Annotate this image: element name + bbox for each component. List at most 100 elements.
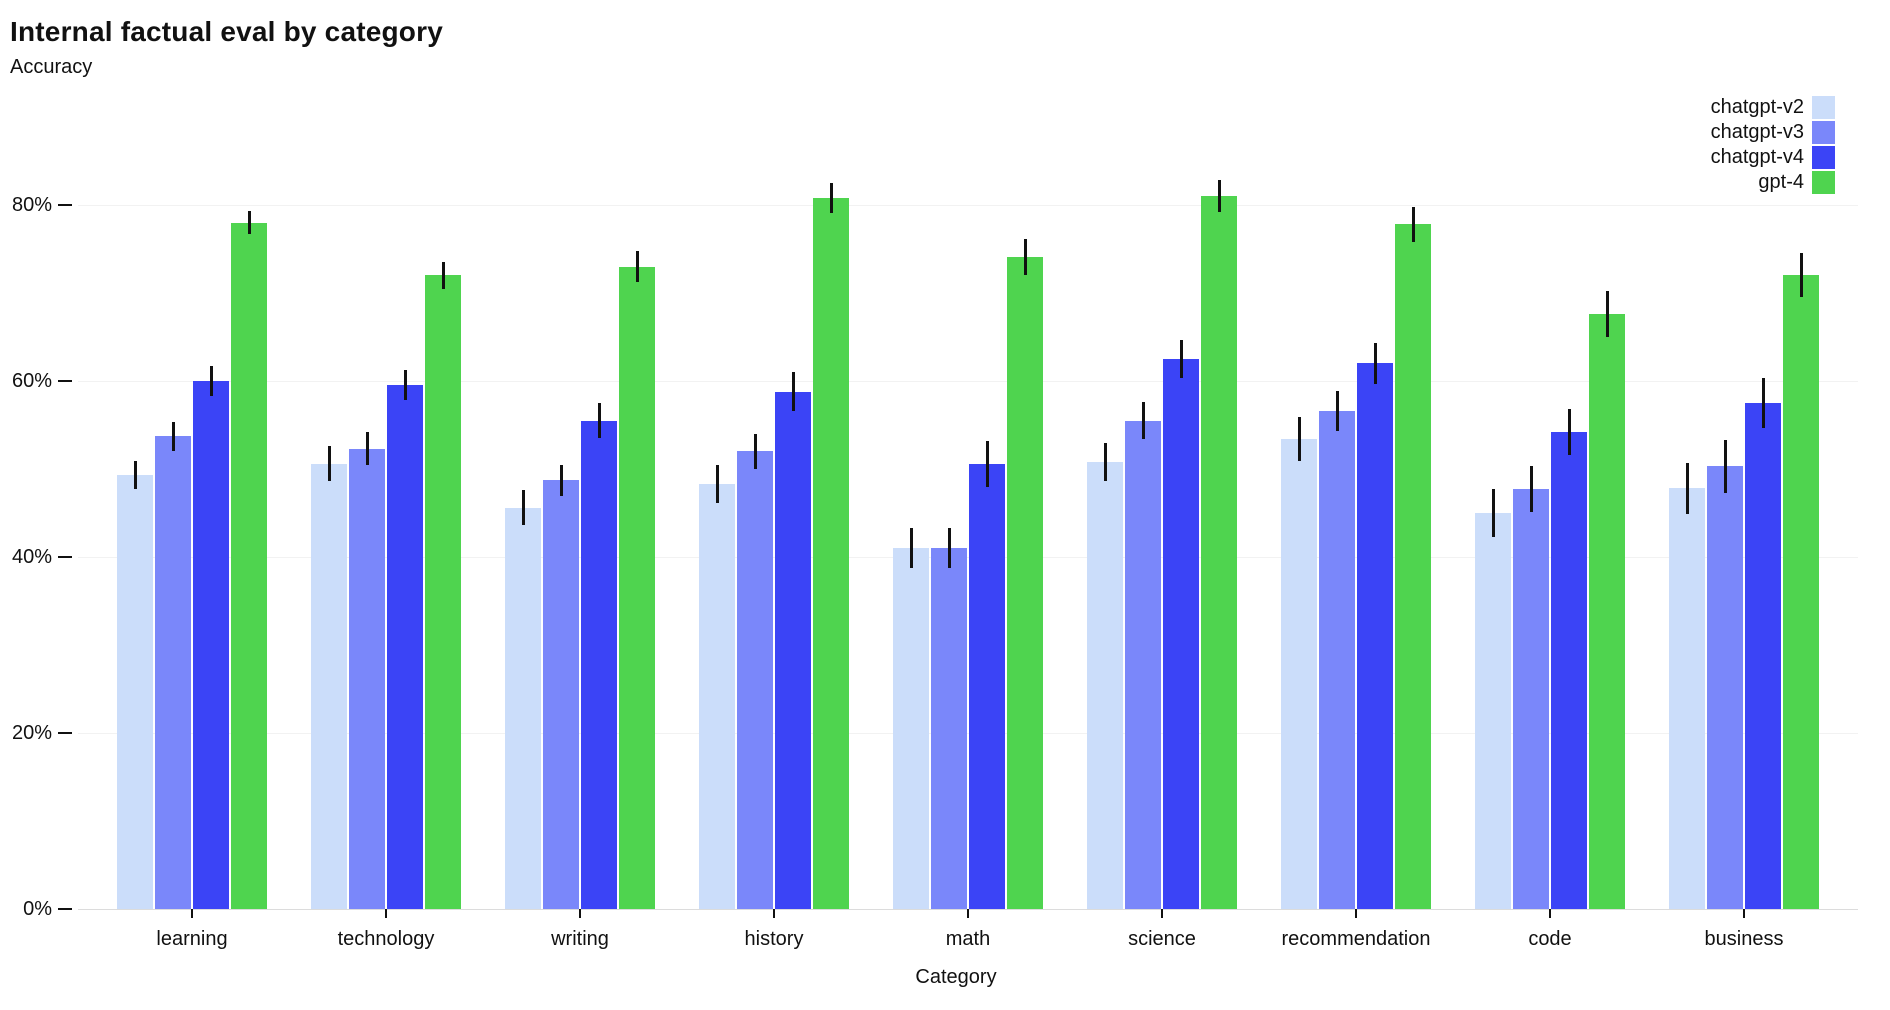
legend: chatgpt-v2 chatgpt-v3 chatgpt-v4 gpt-4 <box>1711 96 1835 196</box>
bar-gpt-4-math <box>1007 256 1043 909</box>
bar-chatgpt-v3-history <box>737 451 773 909</box>
y-tick-label: 0% <box>23 898 52 920</box>
y-axis-title: Accuracy <box>10 56 93 78</box>
error-bar-chatgpt-v2-writing <box>521 490 525 526</box>
x-category-label-science: science <box>1128 928 1196 950</box>
bar-chatgpt-v3-writing <box>543 480 579 909</box>
bar-chatgpt-v3-recommendation <box>1319 410 1355 909</box>
x-category-label-history: history <box>744 928 804 950</box>
legend-label-chatgpt-v2: chatgpt-v2 <box>1710 96 1804 118</box>
error-bar-chatgpt-v2-history <box>715 464 719 504</box>
bar-chatgpt-v2-recommendation <box>1281 439 1317 909</box>
bar-gpt-4-code <box>1589 314 1625 909</box>
x-axis-title: Category <box>915 966 997 988</box>
legend-row-chatgpt-v2: chatgpt-v2 <box>1711 96 1835 119</box>
bar-chatgpt-v3-math <box>931 548 967 909</box>
x-category-label-business: business <box>1704 928 1784 950</box>
error-bar-chatgpt-v4-recommendation <box>1373 343 1377 384</box>
bar-chatgpt-v4-code <box>1551 432 1587 909</box>
error-bar-gpt-4-recommendation <box>1411 206 1415 242</box>
x-tick-mark <box>967 909 969 918</box>
chart-title: Internal factual eval by category <box>10 16 443 47</box>
legend-row-gpt-4: gpt-4 <box>1711 171 1835 194</box>
error-bar-chatgpt-v2-math <box>909 527 913 569</box>
bar-chatgpt-v2-business <box>1669 488 1705 909</box>
error-bar-chatgpt-v4-science <box>1179 339 1183 379</box>
bar-chatgpt-v4-science <box>1163 359 1199 909</box>
gridline-80 <box>78 204 1858 206</box>
x-tick-mark <box>191 909 193 918</box>
error-bar-chatgpt-v3-history <box>753 433 757 469</box>
bar-gpt-4-history <box>813 197 849 909</box>
y-tick-label: 40% <box>11 546 52 568</box>
legend-label-gpt-4: gpt-4 <box>1758 171 1804 193</box>
bar-chatgpt-v2-math <box>893 548 929 909</box>
y-tick-label: 20% <box>11 722 52 744</box>
bar-gpt-4-science <box>1201 196 1237 909</box>
error-bar-gpt-4-math <box>1023 239 1027 275</box>
error-bar-chatgpt-v3-business <box>1723 439 1727 493</box>
bar-gpt-4-business <box>1783 275 1819 909</box>
error-bar-gpt-4-learning <box>247 211 251 235</box>
bar-chatgpt-v2-writing <box>505 507 541 909</box>
y-tick-mark <box>58 556 72 558</box>
x-tick-mark <box>773 909 775 918</box>
y-tick-mark <box>58 908 72 910</box>
bar-chatgpt-v4-technology <box>387 385 423 909</box>
x-category-label-code: code <box>1528 928 1572 950</box>
bar-chatgpt-v4-writing <box>581 420 617 909</box>
error-bar-gpt-4-code <box>1605 291 1609 337</box>
bar-chatgpt-v2-science <box>1087 461 1123 909</box>
y-tick-label: 80% <box>11 194 52 216</box>
legend-swatch-gpt-4 <box>1812 171 1835 194</box>
bar-gpt-4-learning <box>231 222 267 909</box>
bar-chatgpt-v4-math <box>969 463 1005 909</box>
bar-chatgpt-v3-technology <box>349 448 385 909</box>
legend-label-chatgpt-v3: chatgpt-v3 <box>1710 121 1804 143</box>
error-bar-gpt-4-business <box>1799 253 1803 298</box>
error-bar-chatgpt-v4-math <box>985 440 989 487</box>
error-bar-chatgpt-v2-business <box>1685 462 1689 514</box>
error-bar-chatgpt-v2-recommendation <box>1297 417 1301 462</box>
error-bar-gpt-4-history <box>829 183 833 213</box>
bar-chatgpt-v4-history <box>775 391 811 909</box>
y-tick-mark <box>58 204 72 206</box>
bar-chatgpt-v2-code <box>1475 513 1511 909</box>
legend-swatch-chatgpt-v4 <box>1812 146 1835 169</box>
bar-chatgpt-v3-business <box>1707 466 1743 909</box>
legend-swatch-chatgpt-v2 <box>1812 96 1835 119</box>
x-tick-mark <box>1549 909 1551 918</box>
error-bar-chatgpt-v4-code <box>1567 409 1571 455</box>
x-tick-mark <box>1161 909 1163 918</box>
bar-chatgpt-v3-learning <box>155 436 191 909</box>
error-bar-chatgpt-v4-history <box>791 372 795 411</box>
error-bar-chatgpt-v3-technology <box>365 432 369 466</box>
bar-gpt-4-recommendation <box>1395 224 1431 909</box>
gridline-20 <box>78 732 1858 734</box>
gridline-40 <box>78 556 1858 558</box>
legend-label-chatgpt-v4: chatgpt-v4 <box>1710 146 1804 168</box>
x-category-label-recommendation: recommendation <box>1281 928 1431 950</box>
bar-chatgpt-v4-business <box>1745 403 1781 909</box>
error-bar-chatgpt-v3-writing <box>559 464 563 497</box>
bar-chatgpt-v4-learning <box>193 381 229 909</box>
x-tick-mark <box>579 909 581 918</box>
x-category-label-writing: writing <box>551 928 609 950</box>
error-bar-chatgpt-v2-learning <box>133 461 137 490</box>
error-bar-gpt-4-technology <box>441 262 445 289</box>
bar-chatgpt-v3-code <box>1513 489 1549 909</box>
y-tick-mark <box>58 380 72 382</box>
error-bar-chatgpt-v4-technology <box>403 370 407 401</box>
error-bar-chatgpt-v4-business <box>1761 378 1765 428</box>
error-bar-chatgpt-v3-math <box>947 527 951 569</box>
bar-chatgpt-v4-recommendation <box>1357 363 1393 909</box>
error-bar-chatgpt-v2-code <box>1491 489 1495 537</box>
legend-row-chatgpt-v4: chatgpt-v4 <box>1711 146 1835 169</box>
x-tick-mark <box>1355 909 1357 918</box>
error-bar-chatgpt-v2-technology <box>327 446 331 482</box>
error-bar-chatgpt-v3-science <box>1141 402 1145 440</box>
bar-gpt-4-technology <box>425 275 461 909</box>
x-tick-mark <box>1743 909 1745 918</box>
error-bar-chatgpt-v4-writing <box>597 403 601 439</box>
